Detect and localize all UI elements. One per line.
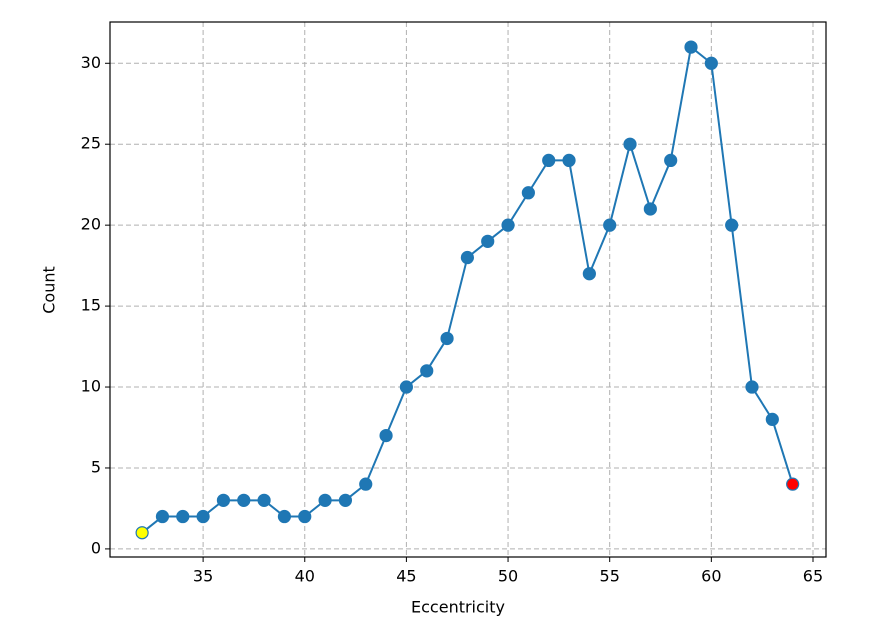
data-point: [582, 267, 596, 281]
data-point: [257, 493, 271, 507]
x-tick-label: 65: [803, 567, 823, 586]
data-point: [379, 428, 393, 443]
y-tick-label: 10: [81, 377, 101, 396]
x-axis-label: Eccentricity: [411, 598, 505, 617]
data-point: [562, 153, 576, 168]
data-point: [481, 234, 495, 248]
data-point: [684, 40, 698, 54]
data-point: [542, 153, 556, 168]
data-point: [338, 493, 353, 507]
x-tick-label: 50: [498, 567, 518, 586]
plot-frame: [109, 21, 827, 558]
data-point: [359, 477, 373, 491]
y-axis-label: Count: [40, 266, 59, 314]
data-point: [786, 477, 800, 491]
x-tick-label: 35: [193, 567, 213, 586]
data-point: [603, 218, 617, 232]
data-point: [745, 380, 759, 394]
data-point: [664, 153, 678, 168]
data-point: [440, 331, 454, 346]
data-point: [501, 218, 515, 232]
data-point: [725, 218, 739, 232]
x-tick-label: 60: [701, 567, 721, 586]
y-tick-label: 5: [91, 457, 101, 476]
x-tick-label: 55: [600, 567, 620, 586]
data-point: [298, 509, 312, 524]
data-point: [176, 509, 190, 524]
series-line: [141, 45, 794, 534]
data-point: [237, 493, 251, 507]
data-point: [155, 509, 170, 524]
data-point: [765, 412, 779, 427]
x-tick-label: 40: [295, 567, 315, 586]
data-point: [216, 493, 231, 507]
data-point: [460, 250, 474, 265]
y-tick-label: 20: [81, 215, 101, 234]
data-point: [704, 56, 718, 70]
data-point: [623, 137, 637, 151]
data-point: [318, 493, 332, 507]
data-point: [420, 364, 434, 378]
data-point: [277, 509, 292, 524]
x-tick-label: 45: [396, 567, 416, 586]
y-tick-label: 30: [81, 53, 101, 72]
data-point: [399, 380, 414, 394]
y-tick-label: 15: [81, 296, 101, 315]
data-point: [135, 526, 149, 540]
data-point: [196, 509, 210, 524]
data-point: [521, 186, 535, 200]
y-tick-label: 0: [91, 538, 101, 557]
data-point: [643, 202, 657, 216]
y-tick-label: 25: [81, 134, 101, 153]
